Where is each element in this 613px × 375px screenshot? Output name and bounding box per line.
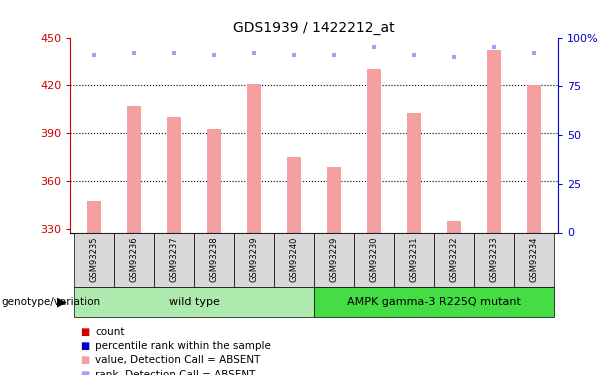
Text: wild type: wild type bbox=[169, 297, 220, 307]
Bar bbox=[314, 232, 354, 287]
Bar bbox=[274, 232, 314, 287]
Text: ■: ■ bbox=[80, 341, 89, 351]
Bar bbox=[247, 84, 261, 232]
Text: percentile rank within the sample: percentile rank within the sample bbox=[95, 341, 271, 351]
Text: GSM93230: GSM93230 bbox=[370, 237, 379, 282]
Point bbox=[409, 52, 419, 58]
Point bbox=[449, 54, 459, 60]
Text: value, Detection Call = ABSENT: value, Detection Call = ABSENT bbox=[95, 356, 261, 365]
Bar bbox=[88, 201, 102, 232]
Bar bbox=[327, 167, 341, 232]
Text: GSM93233: GSM93233 bbox=[489, 237, 498, 282]
Bar bbox=[474, 232, 514, 287]
Bar bbox=[447, 221, 461, 232]
Text: GSM93238: GSM93238 bbox=[210, 237, 219, 282]
Point bbox=[329, 52, 339, 58]
Point bbox=[289, 52, 299, 58]
Text: ▶: ▶ bbox=[56, 296, 66, 308]
Point bbox=[169, 50, 179, 56]
Point bbox=[129, 50, 139, 56]
Text: GSM93234: GSM93234 bbox=[530, 237, 538, 282]
Bar bbox=[487, 50, 501, 232]
Text: ■: ■ bbox=[80, 356, 89, 365]
Bar bbox=[354, 232, 394, 287]
Bar bbox=[234, 232, 274, 287]
Bar bbox=[115, 232, 154, 287]
Text: rank, Detection Call = ABSENT: rank, Detection Call = ABSENT bbox=[95, 370, 256, 375]
Bar bbox=[514, 232, 554, 287]
Bar bbox=[287, 158, 301, 232]
Text: GSM93231: GSM93231 bbox=[409, 237, 419, 282]
Bar bbox=[314, 287, 554, 317]
Text: GSM93232: GSM93232 bbox=[449, 237, 459, 282]
Bar bbox=[367, 69, 381, 232]
Text: GSM93239: GSM93239 bbox=[249, 237, 259, 282]
Bar bbox=[75, 287, 314, 317]
Bar bbox=[407, 112, 421, 232]
Point bbox=[249, 50, 259, 56]
Text: AMPK gamma-3 R225Q mutant: AMPK gamma-3 R225Q mutant bbox=[347, 297, 521, 307]
Point bbox=[210, 52, 219, 58]
Bar bbox=[128, 106, 142, 232]
Text: GSM93240: GSM93240 bbox=[290, 237, 299, 282]
Text: genotype/variation: genotype/variation bbox=[1, 297, 101, 307]
Text: ■: ■ bbox=[80, 370, 89, 375]
Bar bbox=[527, 86, 541, 232]
Text: GSM93235: GSM93235 bbox=[90, 237, 99, 282]
Text: ■: ■ bbox=[80, 327, 89, 337]
Bar bbox=[154, 232, 194, 287]
Bar bbox=[434, 232, 474, 287]
Bar bbox=[194, 232, 234, 287]
Bar bbox=[167, 117, 181, 232]
Point bbox=[529, 50, 539, 56]
Point bbox=[369, 44, 379, 50]
Point bbox=[89, 52, 99, 58]
Bar bbox=[207, 129, 221, 232]
Text: GSM93236: GSM93236 bbox=[130, 237, 139, 282]
Title: GDS1939 / 1422212_at: GDS1939 / 1422212_at bbox=[234, 21, 395, 35]
Bar bbox=[394, 232, 434, 287]
Text: GSM93229: GSM93229 bbox=[330, 237, 338, 282]
Text: GSM93237: GSM93237 bbox=[170, 237, 179, 282]
Bar bbox=[75, 232, 115, 287]
Point bbox=[489, 44, 499, 50]
Text: count: count bbox=[95, 327, 124, 337]
